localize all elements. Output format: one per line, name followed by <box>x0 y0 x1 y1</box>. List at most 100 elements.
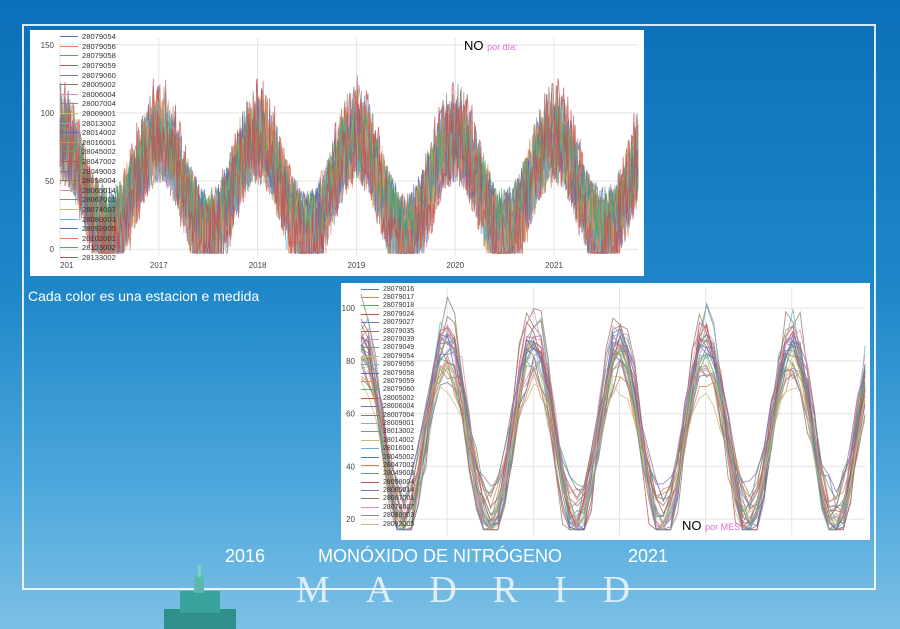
legend-label: 28058004 <box>82 176 116 186</box>
legend-swatch <box>361 431 379 433</box>
legend-entry: 28049003 <box>361 470 414 478</box>
legend-entry: 28080003 <box>60 214 116 224</box>
y-tick-label: 60 <box>346 410 355 419</box>
legend-entry: 28080003 <box>361 512 414 520</box>
legend-label: 28080003 <box>383 512 415 520</box>
legend-swatch <box>361 313 379 315</box>
legend-entry: 28006004 <box>361 402 414 410</box>
legend-entry: 28005002 <box>361 394 414 402</box>
legend-swatch <box>361 439 379 441</box>
year-start: 2016 <box>225 546 266 566</box>
legend-swatch <box>60 55 78 57</box>
legend-swatch <box>361 372 379 374</box>
legend-label: 28006004 <box>383 403 415 411</box>
daily-chart: 0 50 100 150 201 2017 2018 2019 2020 2021 <box>41 38 639 270</box>
legend-label: 28102001 <box>82 233 116 243</box>
legend-swatch <box>361 347 379 349</box>
legend-label: 28079054 <box>383 352 415 360</box>
series-line <box>360 357 866 531</box>
footer-title: MONÓXIDO DE NITRÓGENO <box>318 546 563 566</box>
caption-text: Cada color es una estacion e medida <box>28 288 260 304</box>
legend-entry: 28067001 <box>361 495 414 503</box>
legend-swatch <box>361 380 379 382</box>
monthly-chart-panel: 20 40 60 80 100 28079016 28079017 28079018 2807… <box>341 283 870 540</box>
legend-entry: 28065014 <box>361 486 414 494</box>
series-line <box>360 356 866 531</box>
legend-swatch <box>361 506 379 508</box>
legend-entry: 28013002 <box>60 118 116 128</box>
legend-label: 28016001 <box>383 445 415 453</box>
x-tick-label: 2019 <box>348 261 366 270</box>
legend-entry: 28079016 <box>361 285 414 293</box>
year-end: 2021 <box>628 546 669 566</box>
legend-entry: 28079017 <box>361 293 414 301</box>
legend-swatch <box>60 180 78 182</box>
legend-label: 28045002 <box>82 147 116 157</box>
legend-label: 28058004 <box>383 478 415 486</box>
legend-label: 28016001 <box>82 137 116 147</box>
daily-chart-title: NO por día: <box>464 38 518 53</box>
legend-swatch <box>60 74 78 76</box>
legend-swatch <box>60 113 78 115</box>
x-tick-label: 2021 <box>545 261 563 270</box>
legend-swatch <box>361 339 379 341</box>
legend-swatch <box>361 389 379 391</box>
legend-entry: 28079058 <box>361 369 414 377</box>
building-silhouette-icon <box>164 565 236 629</box>
legend-swatch <box>60 151 78 153</box>
decorative-frame <box>22 24 876 590</box>
legend-label: 28079049 <box>383 344 415 352</box>
legend-swatch <box>60 161 78 163</box>
legend-entry: 28079058 <box>60 51 116 61</box>
legend-label: 28079039 <box>383 336 415 344</box>
legend-entry: 28123002 <box>60 243 116 253</box>
y-tick-label: 100 <box>41 109 55 118</box>
series-line <box>360 381 866 527</box>
legend-label: 28007004 <box>383 411 415 419</box>
legend-label: 28047002 <box>383 461 415 469</box>
legend-swatch <box>361 397 379 399</box>
series-line <box>360 328 866 531</box>
legend-label: 28092005 <box>82 224 116 234</box>
legend-entry: 28016001 <box>361 444 414 452</box>
legend-label: 28007004 <box>82 99 116 109</box>
legend-entry: 28079060 <box>361 386 414 394</box>
x-tick-label: 2017 <box>150 261 168 270</box>
legend-swatch <box>60 199 78 201</box>
legend-entry: 28047002 <box>361 461 414 469</box>
legend-entry: 28079059 <box>361 377 414 385</box>
legend-entry: 28079054 <box>60 32 116 42</box>
legend-label: 28014002 <box>82 128 116 138</box>
legend-entry: 28049003 <box>60 166 116 176</box>
legend-entry: 28074007 <box>361 503 414 511</box>
legend-swatch <box>60 256 78 258</box>
legend-label: 28079027 <box>383 319 415 327</box>
legend-entry: 28058004 <box>361 478 414 486</box>
legend-swatch <box>361 355 379 357</box>
series-line <box>59 106 639 251</box>
legend-label: 28013002 <box>383 428 415 436</box>
legend-label: 28065014 <box>383 487 415 495</box>
legend-label: 28079016 <box>383 285 415 293</box>
legend-label: 28079058 <box>383 369 415 377</box>
legend-entry: 28079054 <box>361 352 414 360</box>
legend-swatch <box>60 45 78 47</box>
city-name: MADRID <box>296 569 667 611</box>
y-tick-label: 20 <box>346 515 355 524</box>
legend-swatch <box>361 406 379 408</box>
legend-swatch <box>60 247 78 249</box>
daily-chart-panel: 0 50 100 150 201 2017 2018 2019 2020 2021 2807905… <box>30 30 644 276</box>
monthly-chart: 20 40 60 80 100 <box>342 287 866 535</box>
legend-swatch <box>361 490 379 492</box>
legend-swatch <box>60 36 78 38</box>
legend-label: 28079060 <box>383 386 415 394</box>
legend-swatch <box>361 456 379 458</box>
legend-entry: 28006004 <box>60 90 116 100</box>
legend-swatch <box>361 473 379 475</box>
y-tick-label: 80 <box>346 357 355 366</box>
legend-swatch <box>60 93 78 95</box>
legend-label: 28005002 <box>82 80 116 90</box>
legend-entry: 28005002 <box>60 80 116 90</box>
legend-entry: 28047002 <box>60 157 116 167</box>
legend-entry: 28067001 <box>60 195 116 205</box>
